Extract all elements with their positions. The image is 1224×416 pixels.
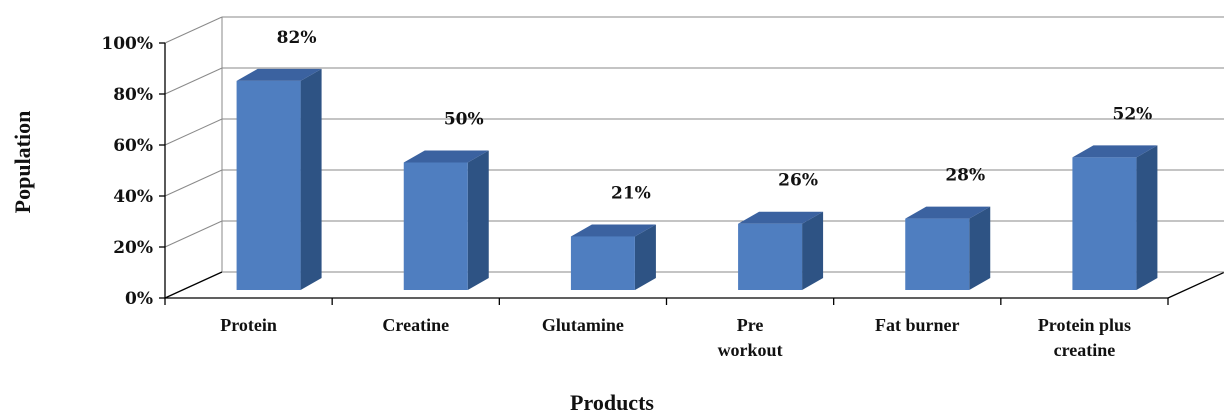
gridline-wall — [164, 220, 223, 248]
x-category-label: Fat burner — [875, 315, 960, 335]
data-label: 52% — [1113, 104, 1153, 124]
bar-top — [570, 224, 656, 237]
bar-pre-workout — [738, 211, 824, 290]
bar-front — [738, 223, 803, 290]
x-category-labels: Protein Creatine Glutamine Pre workout Fat bu… — [220, 315, 1131, 360]
data-label: 28% — [945, 166, 985, 186]
y-tick-label: 20% — [113, 238, 153, 258]
bar-front — [403, 162, 468, 290]
bar-front — [1072, 157, 1137, 290]
bar-front — [236, 80, 301, 291]
bar-side — [634, 224, 656, 290]
x-category-label: creatine — [1054, 340, 1116, 360]
bar-protein — [236, 68, 322, 291]
bar-front — [905, 218, 970, 290]
bar-side — [802, 211, 824, 290]
x-category-label: Glutamine — [542, 315, 624, 335]
x-category-label: workout — [718, 340, 783, 360]
x-category-label: Protein plus — [1038, 315, 1131, 335]
axes — [159, 17, 1224, 305]
data-label: 50% — [444, 110, 484, 130]
bar-front — [570, 236, 635, 290]
floor-right-edge — [1167, 271, 1224, 299]
bar-creatine — [403, 150, 489, 290]
y-tick-label: 0% — [125, 289, 153, 309]
y-tick-label: 100% — [101, 34, 153, 54]
gridlines — [164, 16, 1224, 248]
gridline-wall — [164, 16, 223, 44]
bar-top — [236, 68, 322, 81]
bar-side — [300, 68, 322, 291]
bar-top — [738, 211, 824, 224]
x-axis-title: Products — [570, 390, 654, 415]
floor-left-edge — [164, 271, 223, 299]
bar-fat-burner — [905, 206, 991, 290]
y-axis-title: Population — [10, 111, 35, 214]
bar-top — [905, 206, 991, 219]
gridline-wall — [164, 118, 223, 146]
y-tick-label: 40% — [113, 187, 153, 207]
data-label: 26% — [778, 171, 818, 191]
y-tick-label: 60% — [113, 136, 153, 156]
bar-side — [467, 150, 489, 290]
data-labels: 82% 50% 21% 26% 28% 52% — [277, 28, 1153, 204]
bar-top — [1072, 145, 1158, 158]
gridline-wall — [164, 169, 223, 197]
bar-side — [1136, 145, 1158, 290]
x-category-label: Creatine — [382, 315, 449, 335]
data-label: 21% — [611, 183, 651, 203]
bars — [236, 68, 1158, 291]
x-category-label: Protein — [220, 315, 277, 335]
y-tick-labels: 0% 20% 40% 60% 80% 100% — [101, 34, 153, 309]
bar-top — [403, 150, 489, 163]
gridline-wall — [164, 67, 223, 95]
bar-side — [969, 206, 991, 290]
y-tick-label: 80% — [113, 85, 153, 105]
data-label: 82% — [277, 28, 317, 48]
bar-glutamine — [570, 224, 656, 290]
bar-protein-plus-creatine — [1072, 145, 1158, 290]
x-category-label: Pre — [737, 315, 764, 335]
